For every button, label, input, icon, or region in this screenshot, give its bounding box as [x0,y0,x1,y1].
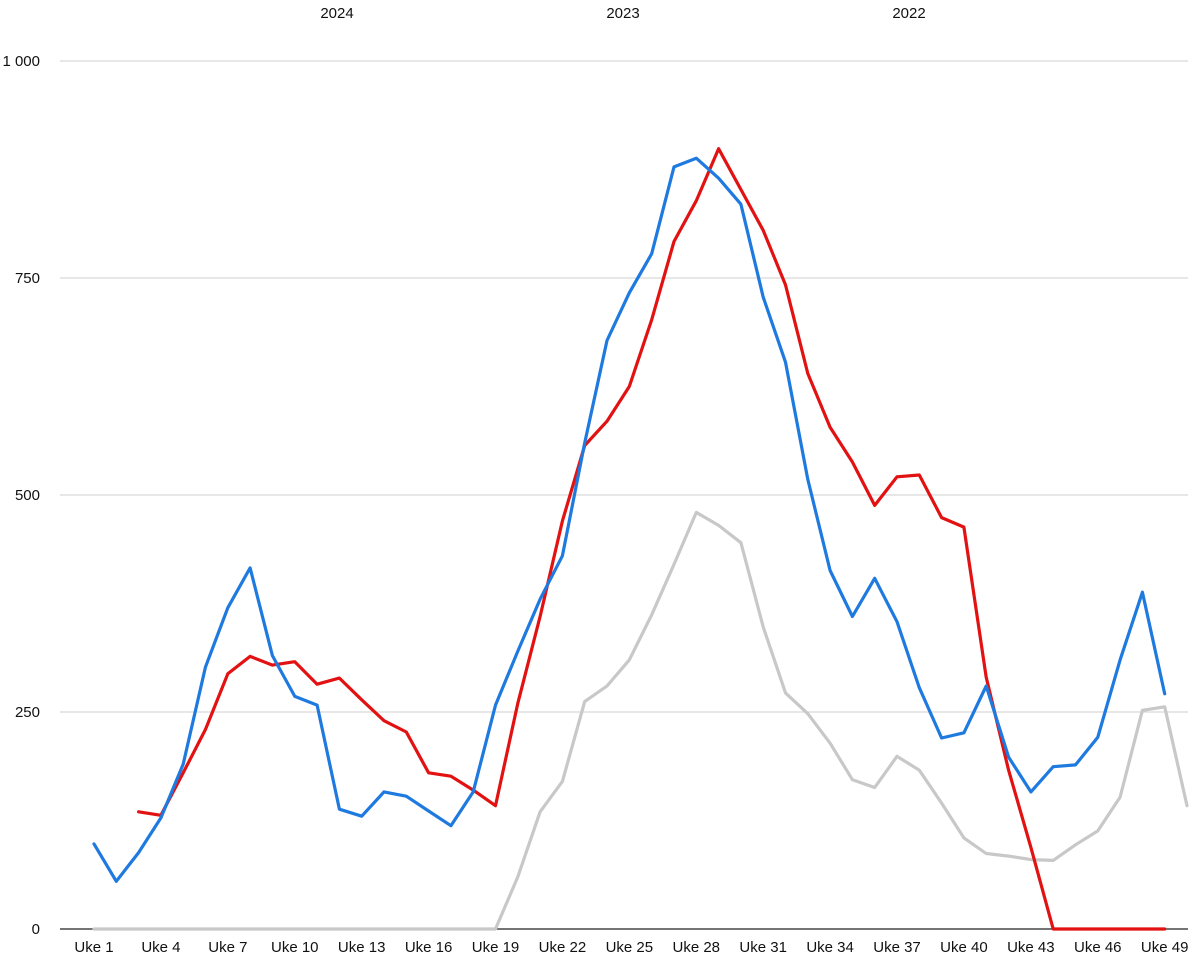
x-tick-label: Uke 13 [338,939,386,956]
x-tick-label: Uke 49 [1141,939,1189,956]
x-tick-label: Uke 4 [141,939,180,956]
series-line-2022 [92,510,1189,931]
x-tick-label: Uke 1 [74,939,113,956]
legend-label-2023: 2023 [606,5,639,22]
x-tick-label: Uke 31 [739,939,787,956]
x-tick-label: Uke 10 [271,939,319,956]
y-axis: 0 250 500 750 1 000 [2,53,40,938]
x-tick-label: Uke 22 [539,939,587,956]
x-tick-label: Uke 37 [873,939,921,956]
y-tick-label: 250 [15,704,40,721]
legend-label-2022: 2022 [892,5,925,22]
x-axis: Uke 1 Uke 4 Uke 7 Uke 10 Uke 13 Uke 16 Uke 19 U… [74,939,1188,956]
x-tick-label: Uke 46 [1074,939,1122,956]
series-line-2024 [92,156,1167,883]
y-tick-label: 0 [32,921,40,938]
y-tick-label: 1 000 [2,53,40,70]
x-tick-label: Uke 7 [208,939,247,956]
series-lines [92,147,1189,931]
legend-label-2024: 2024 [320,5,353,22]
x-tick-label: Uke 40 [940,939,988,956]
x-tick-label: Uke 25 [606,939,654,956]
series-line-2023 [137,147,1167,931]
gridlines [60,60,1188,930]
x-tick-label: Uke 34 [806,939,854,956]
x-tick-label: Uke 43 [1007,939,1055,956]
x-tick-label: Uke 19 [472,939,520,956]
x-tick-label: Uke 28 [672,939,720,956]
chart-legend: 2024 2023 2022 [320,5,925,22]
x-tick-label: Uke 16 [405,939,453,956]
y-tick-label: 750 [15,270,40,287]
y-tick-label: 500 [15,487,40,504]
